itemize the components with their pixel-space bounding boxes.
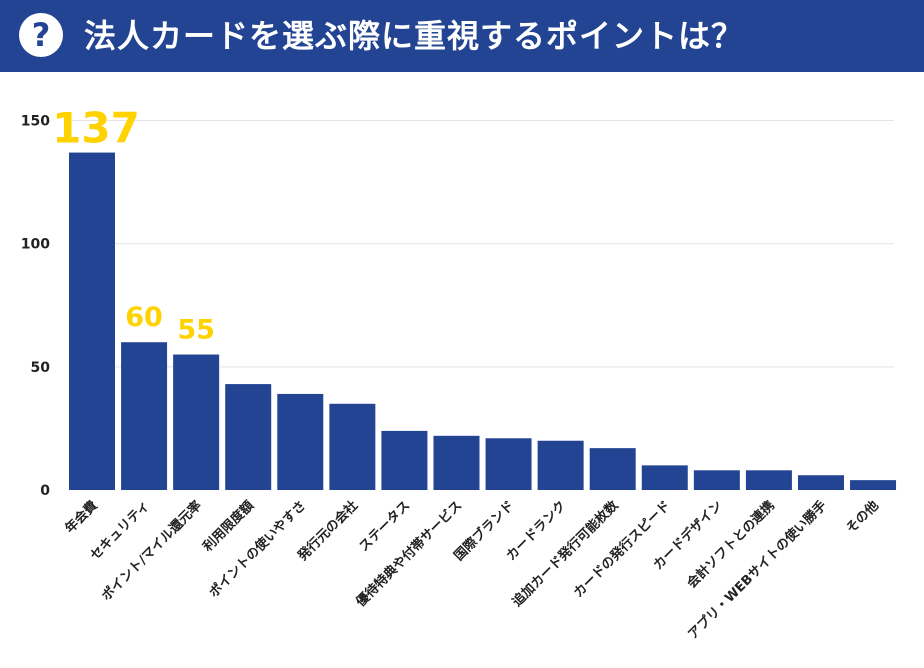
bar: [745, 470, 792, 490]
data-labels: 137 60 55: [52, 104, 215, 346]
bar: [69, 152, 115, 490]
data-label: 60: [125, 302, 163, 333]
y-tick-label: 100: [21, 237, 50, 253]
data-label: 137: [52, 104, 140, 153]
x-axis-labels: 年会費セキュリティポイント/マイル還元率利用限度額ポイントの使いやすさ発行元の会…: [62, 497, 882, 643]
bar: [173, 354, 220, 490]
y-tick-label: 0: [40, 483, 50, 499]
y-tick-label: 150: [21, 114, 50, 130]
bar: [537, 440, 584, 490]
x-tick-label: 利用限度額: [200, 498, 257, 555]
x-tick-label: 年会費: [62, 498, 101, 537]
bar: [485, 438, 532, 490]
y-tick-label: 50: [31, 360, 51, 376]
y-axis-ticks: 0 50 100 150: [21, 114, 50, 499]
x-tick-label: その他: [843, 498, 882, 537]
bar: [329, 403, 376, 490]
x-tick-label: カードの発行スピード: [570, 498, 673, 601]
x-tick-label: 追加カード発行可能枚数: [509, 497, 622, 610]
bar-chart: 0 50 100 150 137 60 55 年会費セキュリティポイント/マイル還元率利用…: [21, 104, 897, 643]
bar: [693, 470, 740, 490]
chart-title: 法人カードを選ぶ際に重視するポイントは？: [84, 17, 745, 55]
x-tick-label: ステータス: [357, 498, 414, 555]
x-tick-label: 会計ソフトとの連携: [684, 498, 778, 592]
question-icon: ?: [19, 13, 63, 57]
bar: [381, 430, 428, 490]
bar: [277, 393, 324, 490]
bar: [797, 475, 844, 490]
bars: [69, 152, 897, 490]
x-tick-label: 優待特典や付帯サービス: [352, 498, 465, 611]
bar: [225, 384, 272, 490]
data-label: 55: [177, 315, 215, 346]
chart-header: ? 法人カードを選ぶ際に重視するポイントは？: [0, 0, 924, 72]
bar: [433, 435, 480, 490]
bar: [121, 342, 168, 490]
bar: [641, 465, 688, 490]
bar: [850, 480, 897, 490]
bar: [589, 448, 636, 490]
x-tick-label: ポイントの使いやすさ: [206, 498, 309, 601]
x-tick-label: ポイント/マイル還元率: [98, 498, 205, 605]
